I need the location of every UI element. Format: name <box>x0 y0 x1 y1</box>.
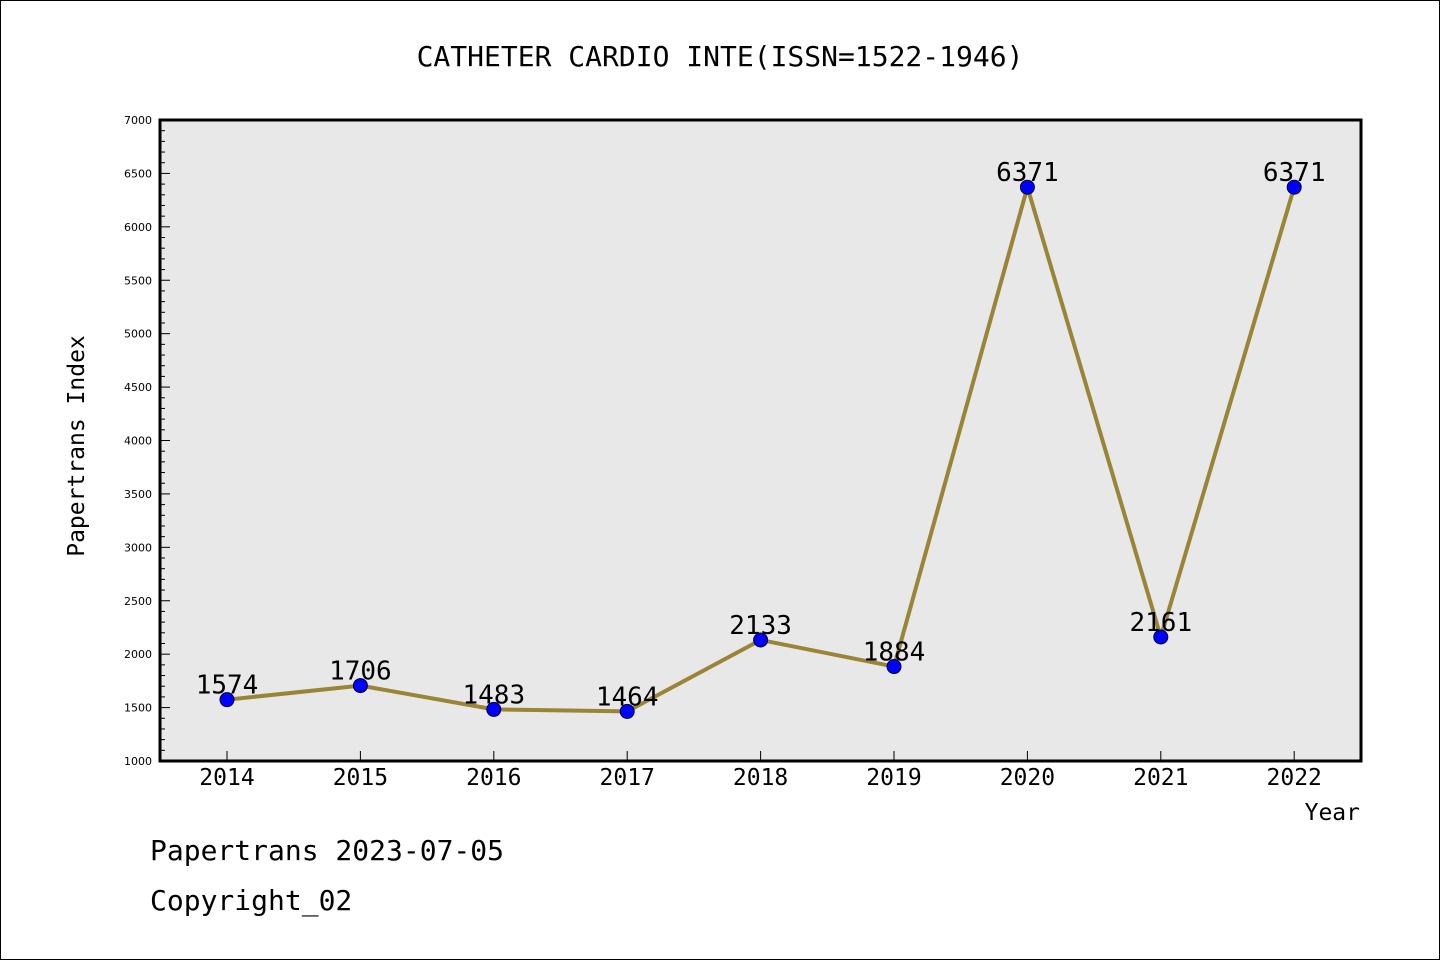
data-point <box>753 632 769 648</box>
y-tick-label: 4000 <box>124 435 152 448</box>
data-point <box>352 678 368 694</box>
data-point <box>486 701 502 717</box>
data-label: 2161 <box>1129 608 1192 638</box>
y-axis: 1000 1500 2000 2500 3000 3500 4000 4500 5000 5500… <box>124 114 170 768</box>
y-tick-label: 3500 <box>124 488 152 501</box>
y-tick-label: 2500 <box>124 595 152 608</box>
y-tick-label: 6500 <box>124 167 152 180</box>
y-tick-label: 1000 <box>124 755 152 768</box>
y-tick-label: 6000 <box>124 221 152 234</box>
x-axis: 2014 2015 2016 2017 2018 2019 2020 2021 2022 <box>199 751 1322 791</box>
data-label: 6371 <box>1263 158 1326 188</box>
data-label: 1706 <box>329 657 392 687</box>
x-axis-label: Year <box>1305 800 1360 826</box>
x-tick-label: 2022 <box>1267 765 1322 791</box>
x-tick-label: 2019 <box>866 765 921 791</box>
chart-title: CATHETER CARDIO INTE(ISSN=1522-1946) <box>417 40 1024 73</box>
footer-stamp: Papertrans 2023-07-05 <box>150 834 505 867</box>
data-label: 1884 <box>863 638 926 668</box>
x-tick-label: 2020 <box>1000 765 1055 791</box>
data-label: 1464 <box>596 682 659 712</box>
data-label: 6371 <box>996 158 1059 188</box>
data-point <box>619 703 635 719</box>
y-tick-label: 4500 <box>124 381 152 394</box>
series-layer: 1574 1706 1483 1464 2133 1884 6371 2161 6371 <box>196 158 1326 719</box>
y-tick-label: 3000 <box>124 541 152 554</box>
data-point <box>1019 179 1035 195</box>
x-tick-label: 2018 <box>733 765 788 791</box>
data-label: 2133 <box>729 611 792 641</box>
data-point <box>886 659 902 675</box>
y-tick-label: 1500 <box>124 702 152 715</box>
y-tick-label: 5500 <box>124 274 152 287</box>
y-tick-label: 5000 <box>124 328 152 341</box>
plot-area <box>158 118 1363 763</box>
data-label: 1483 <box>462 680 525 710</box>
x-tick-label: 2017 <box>600 765 655 791</box>
y-tick-label: 2000 <box>124 648 152 661</box>
x-tick-label: 2015 <box>333 765 388 791</box>
x-tick-label: 2016 <box>466 765 521 791</box>
data-label: 1574 <box>196 671 259 701</box>
footer-copyright: Copyright_02 <box>150 884 353 917</box>
y-axis-label: Papertrans Index <box>64 335 90 557</box>
y-tick-label: 7000 <box>124 114 152 127</box>
x-tick-label: 2014 <box>199 765 254 791</box>
data-point <box>1286 179 1302 195</box>
data-point <box>219 692 235 708</box>
data-point <box>1153 629 1169 645</box>
x-tick-label: 2021 <box>1133 765 1188 791</box>
